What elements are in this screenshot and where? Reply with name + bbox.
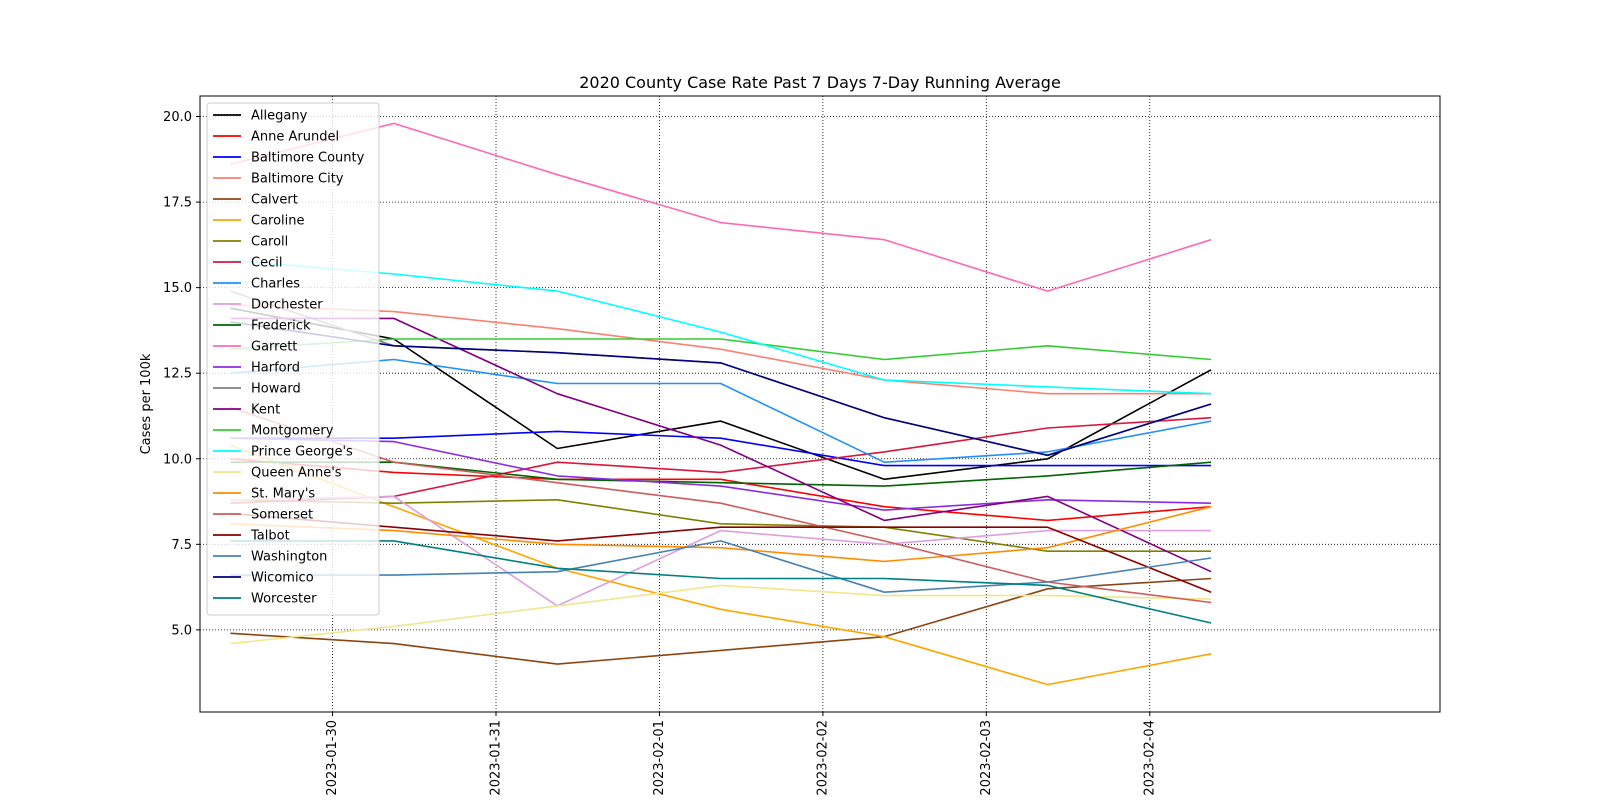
series-line-baltimore-city <box>230 304 1212 395</box>
series-line-calvert <box>230 577 1212 665</box>
legend-label: Charles <box>251 277 300 292</box>
series-line-harford <box>230 437 1212 511</box>
y-tick-label: 17.5 <box>163 196 192 211</box>
x-tick-label: 2023-02-04 <box>1142 720 1157 796</box>
legend-label: Caroll <box>251 235 288 250</box>
series-line-worcester <box>230 540 1212 624</box>
y-tick-label: 20.0 <box>163 110 192 125</box>
legend-label: Cecil <box>251 256 282 271</box>
y-tick-label: 7.5 <box>171 538 192 553</box>
legend-box <box>206 102 380 616</box>
grid <box>200 96 1440 712</box>
y-tick-label: 10.0 <box>163 452 192 467</box>
x-tick-label: 2023-02-02 <box>815 720 830 796</box>
y-tick-label: 12.5 <box>163 367 192 382</box>
x-axis-ticks: 2023-01-30 2023-01-31 2023-02-01 2023-02-02… <box>325 712 1157 796</box>
series-line-dorchester <box>230 495 1212 607</box>
legend-label: Harford <box>251 361 300 376</box>
legend-label: Prince George's <box>251 445 353 460</box>
legend-label: Worcester <box>251 592 317 607</box>
series-line-anne-arundel <box>230 458 1212 522</box>
series-line-talbot <box>230 512 1212 593</box>
legend-label: Montgomery <box>251 424 334 439</box>
series-line-baltimore-county <box>230 430 1212 467</box>
legend: Allegany Anne Arundel Baltimore County Balt… <box>206 102 380 616</box>
legend-label: Kent <box>251 403 280 418</box>
legend-label: Wicomico <box>251 571 314 586</box>
legend-label: Allegany <box>251 109 308 124</box>
legend-label: Queen Anne's <box>251 466 342 481</box>
x-tick-label: 2023-02-03 <box>979 720 994 796</box>
series-line-caroll <box>230 498 1212 553</box>
y-axis-ticks: 5.0 7.5 10.0 12.5 15.0 17.5 20.0 <box>163 110 200 638</box>
series-line-prince-george-s <box>230 259 1212 395</box>
series-line-garrett <box>230 122 1212 292</box>
legend-label: Talbot <box>250 529 290 544</box>
plot-frame <box>199 95 1441 713</box>
x-tick-label: 2023-01-31 <box>489 720 504 796</box>
series-line-charles <box>230 358 1212 464</box>
legend-label: Dorchester <box>251 298 323 313</box>
series-line-montgomery <box>230 338 1212 361</box>
series-line-washington <box>230 540 1212 594</box>
legend-label: Baltimore City <box>251 172 344 187</box>
legend-label: Frederick <box>251 319 311 334</box>
series-line-queen-anne-s <box>230 584 1212 645</box>
legend-label: Washington <box>251 550 327 565</box>
series-lines <box>230 122 1212 686</box>
series-line-kent <box>230 317 1212 573</box>
series-line-caroline <box>230 444 1212 686</box>
chart-title: 2020 County Case Rate Past 7 Days 7-Day … <box>579 73 1061 92</box>
series-line-st-mary-s <box>230 505 1212 563</box>
legend-label: Anne Arundel <box>251 130 339 145</box>
legend-label: Howard <box>251 382 301 397</box>
legend-label: Caroline <box>251 214 305 229</box>
y-tick-label: 15.0 <box>163 281 192 296</box>
y-axis-label: Cases per 100k <box>139 353 154 454</box>
x-tick-label: 2023-01-30 <box>325 720 340 796</box>
legend-label: St. Mary's <box>251 487 315 502</box>
legend-label: Garrett <box>251 340 297 355</box>
series-line-wicomico <box>230 321 1212 457</box>
x-tick-label: 2023-02-01 <box>652 720 667 796</box>
legend-label: Calvert <box>251 193 298 208</box>
legend-label: Baltimore County <box>251 151 365 166</box>
legend-label: Somerset <box>251 508 313 523</box>
y-tick-label: 5.0 <box>171 623 192 638</box>
